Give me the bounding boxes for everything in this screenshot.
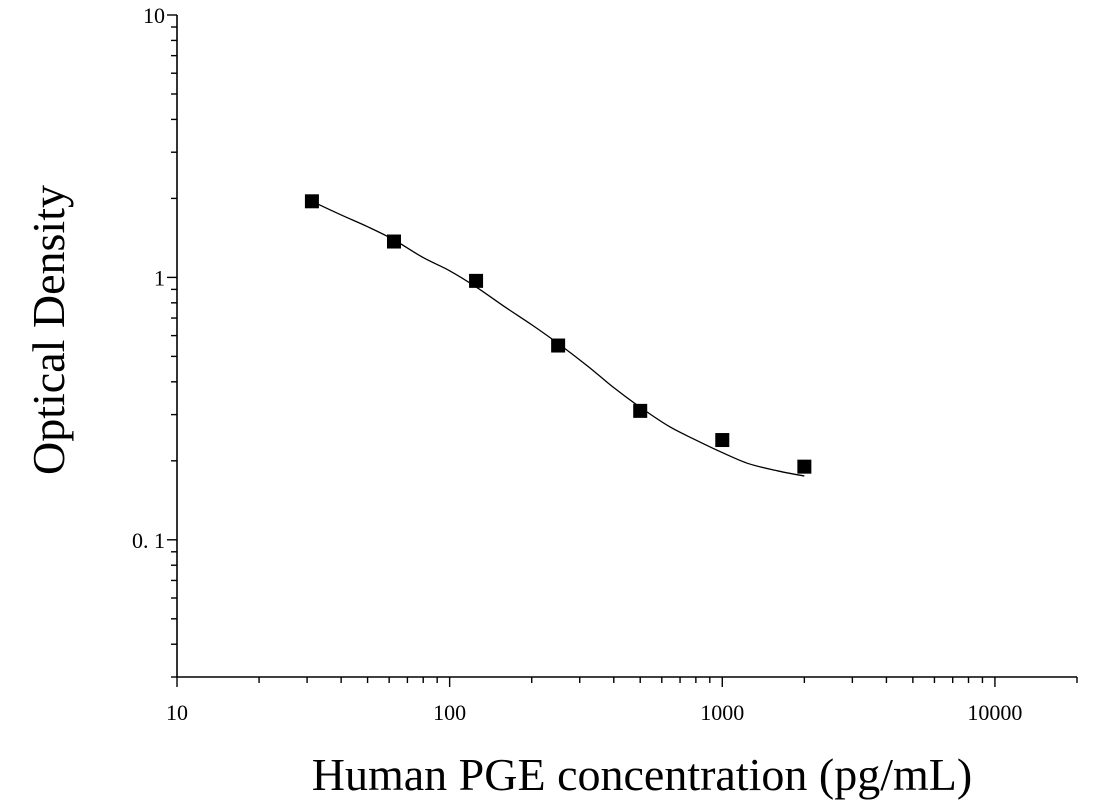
x-axis-title: Human PGE concentration (pg/mL) bbox=[312, 749, 972, 800]
tick-labels: 10 100 1000 10000 0. 1 1 10 bbox=[132, 3, 1022, 725]
ticks bbox=[167, 14, 1078, 687]
y-axis-title: Optical Density bbox=[23, 185, 74, 475]
axes bbox=[176, 15, 1077, 678]
x-tick-label: 100 bbox=[433, 700, 466, 725]
x-tick-label: 10 bbox=[166, 700, 188, 725]
data-point bbox=[386, 234, 401, 249]
x-tick-label: 1000 bbox=[700, 700, 744, 725]
y-tick-label: 10 bbox=[143, 3, 165, 28]
data-point bbox=[797, 459, 812, 474]
data-points bbox=[304, 194, 812, 474]
x-tick-label: 10000 bbox=[967, 700, 1022, 725]
y-tick-label: 0. 1 bbox=[132, 528, 165, 553]
data-point bbox=[304, 194, 319, 209]
data-point bbox=[633, 403, 648, 418]
data-point bbox=[469, 273, 484, 288]
y-tick-label: 1 bbox=[154, 265, 165, 290]
data-point bbox=[551, 338, 566, 353]
data-point bbox=[715, 433, 730, 448]
